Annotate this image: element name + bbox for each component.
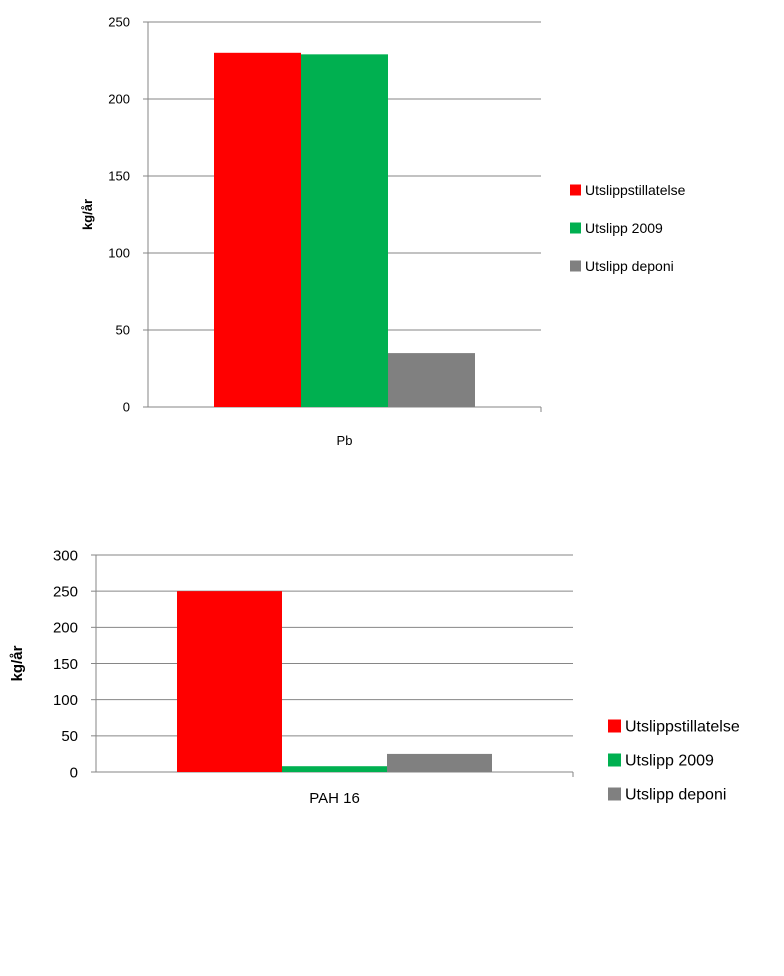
legend-swatch (608, 719, 621, 733)
legend-swatch (608, 753, 621, 767)
y-tick-label: 250 (53, 583, 78, 600)
y-tick-label: 300 (53, 547, 78, 564)
legend-swatch (570, 222, 581, 234)
legend-label: Utslipp deponi (585, 258, 674, 274)
legend-label: Utslipp deponi (625, 787, 726, 804)
legend-label: Utslippstillatelse (625, 719, 740, 736)
y-tick-label: 200 (53, 620, 78, 637)
y-tick-label: 50 (61, 728, 78, 745)
legend-label: Utslippstillatelse (585, 182, 686, 198)
y-tick-label: 150 (53, 656, 78, 673)
legend-label: Utslipp 2009 (585, 220, 663, 236)
bar-utslippstillatelse (214, 52, 301, 408)
legend-swatch (608, 787, 621, 801)
chart-pah16: 0 50 100 150 200 250 300 PAH 16 kg/år Utslippstil… (9, 547, 740, 807)
y-tick-label: 250 (108, 15, 130, 30)
legend-label: Utslipp 2009 (625, 753, 714, 770)
y-axis-label: kg/år (9, 645, 26, 681)
x-category-label: PAH 16 (309, 790, 360, 807)
bar-utslipp-deponi (387, 753, 492, 772)
y-tick-label: 0 (70, 764, 78, 781)
y-tick-label: 200 (108, 92, 130, 107)
bar-utslippstillatelse (177, 591, 282, 772)
legend-swatch (570, 260, 581, 272)
y-tick-label: 50 (116, 323, 130, 338)
y-tick-label: 0 (123, 400, 130, 415)
legend-swatch (570, 184, 581, 196)
y-tick-label: 150 (108, 169, 130, 184)
y-tick-label: 100 (108, 246, 130, 261)
bar-utslipp-2009 (282, 766, 387, 772)
bar-utslipp-2009 (301, 54, 388, 408)
x-category-label: Pb (337, 433, 353, 448)
bar-utslipp-deponi (388, 353, 475, 407)
chart-pb: 0 50 100 150 200 250 Pb kg/år Utslippstillatelse… (80, 15, 686, 448)
y-tick-label: 100 (53, 692, 78, 709)
y-axis-label: kg/år (80, 199, 95, 230)
